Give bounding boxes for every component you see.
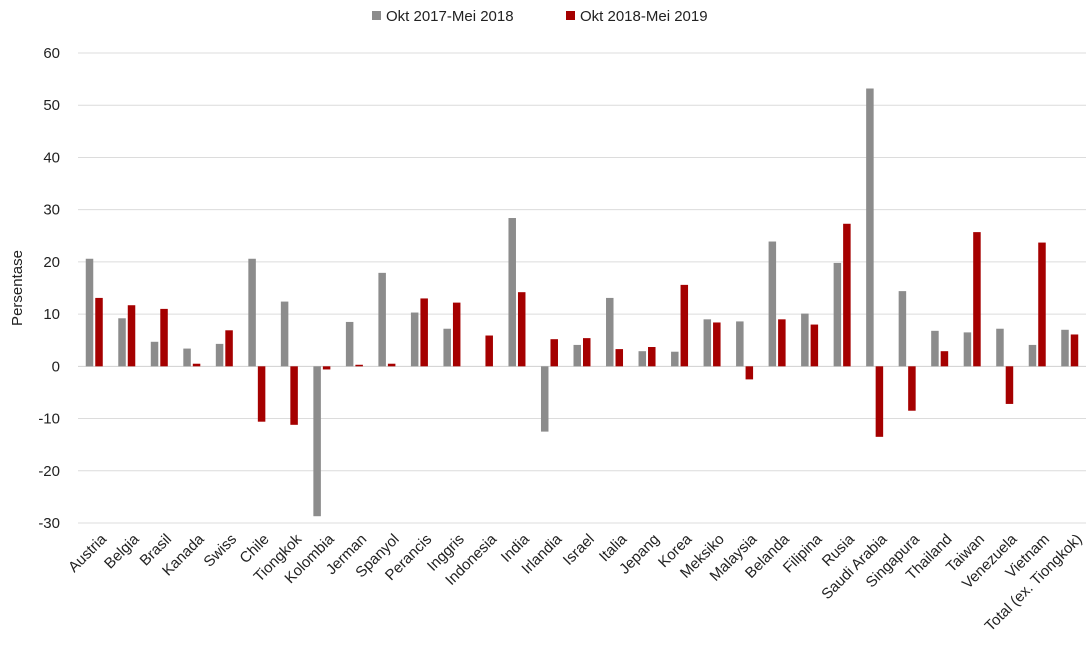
bars [85, 88, 1079, 517]
bar-series-1 [866, 88, 874, 367]
bar-series-2 [550, 339, 558, 367]
y-tick-label: 50 [43, 97, 60, 114]
y-tick-label: -20 [38, 463, 60, 480]
bar-series-2 [290, 366, 298, 425]
bar-series-2 [192, 363, 201, 367]
bar-series-1 [833, 262, 842, 367]
y-axis-ticks: -30 -20 -10 0 10 20 30 40 50 60 [38, 45, 60, 532]
bar-series-2 [973, 232, 981, 367]
bar-series-2 [1038, 242, 1046, 367]
bar-series-1 [931, 330, 939, 367]
bar-series-1 [150, 341, 159, 367]
legend-label: Okt 2018-Mei 2019 [580, 8, 708, 25]
bar-series-1 [85, 258, 94, 367]
bar-series-2 [615, 349, 624, 367]
bar-series-1 [345, 321, 354, 367]
bar-series-2 [485, 335, 493, 367]
bar-series-2 [875, 366, 884, 437]
y-axis-title: Persentase [9, 250, 26, 326]
bar-series-1 [313, 366, 321, 517]
y-tick-label: 30 [43, 202, 60, 219]
y-tick-label: 20 [43, 254, 60, 271]
bar-series-2 [778, 319, 786, 367]
y-tick-label: 0 [52, 358, 60, 375]
bar-series-2 [257, 366, 266, 422]
y-tick-label: 60 [43, 45, 60, 62]
bar-series-2 [127, 305, 136, 367]
bar-series-1 [606, 297, 614, 367]
bar-series-1 [898, 291, 907, 367]
y-tick-label: 40 [43, 149, 60, 166]
bar-series-2 [908, 366, 916, 411]
x-tick-label: Swiss [200, 531, 240, 571]
bar-series-1 [801, 313, 809, 367]
bar-series-1 [378, 272, 386, 367]
bar-series-1 [1061, 329, 1069, 367]
bar-series-1 [736, 321, 744, 367]
bar-series-1 [118, 318, 126, 367]
bar-series-2 [940, 351, 949, 367]
bar-series-1 [508, 218, 516, 367]
bar-series-1 [996, 328, 1004, 367]
bar-series-1 [183, 348, 191, 367]
bar-series-2 [387, 363, 396, 367]
bar-series-1 [540, 366, 549, 432]
y-tick-label: 10 [43, 306, 60, 323]
y-tick-label: -10 [38, 411, 60, 428]
x-tick-label: Israel [560, 531, 598, 569]
bar-series-2 [1070, 334, 1079, 367]
legend-label: Okt 2017-Mei 2018 [386, 8, 514, 25]
bar-series-2 [810, 324, 819, 367]
bar-series-2 [225, 330, 233, 367]
bar-series-1 [410, 312, 419, 367]
x-axis-ticks: AustriaBelgiaBrasilKanadaSwissChileTiong… [65, 530, 1086, 634]
bar-series-2 [713, 322, 721, 367]
bar-series-2 [322, 366, 331, 370]
bar-series-2 [160, 308, 168, 367]
bar-series-2 [95, 297, 103, 367]
bar-series-2 [420, 298, 428, 367]
bar-series-2 [452, 302, 461, 367]
bar-series-1 [768, 241, 777, 367]
x-tick-label: Austria [65, 530, 110, 575]
gridlines [78, 52, 1086, 524]
x-tick-label: Belgia [101, 530, 143, 572]
bar-series-2 [648, 347, 656, 367]
bar-series-1 [703, 319, 712, 367]
bar-series-1 [638, 351, 647, 367]
bar-series-1 [215, 343, 224, 367]
bar-series-1 [1028, 344, 1037, 367]
bar-series-1 [963, 332, 972, 367]
bar-series-1 [671, 351, 679, 367]
bar-series-2 [517, 292, 526, 367]
bar-series-2 [1005, 366, 1014, 404]
bar-series-1 [280, 301, 289, 367]
bar-series-2 [583, 338, 591, 367]
y-tick-label: -30 [38, 515, 60, 532]
bar-series-2 [843, 223, 851, 367]
legend-swatch [372, 11, 381, 20]
legend: Okt 2017-Mei 2018 Okt 2018-Mei 2019 [372, 8, 708, 25]
bar-series-2 [745, 366, 754, 380]
bar-series-1 [443, 328, 451, 367]
bar-series-2 [355, 364, 363, 367]
legend-swatch [566, 11, 575, 20]
bar-series-1 [248, 258, 256, 367]
bar-series-2 [680, 284, 689, 367]
bar-series-1 [573, 344, 581, 367]
